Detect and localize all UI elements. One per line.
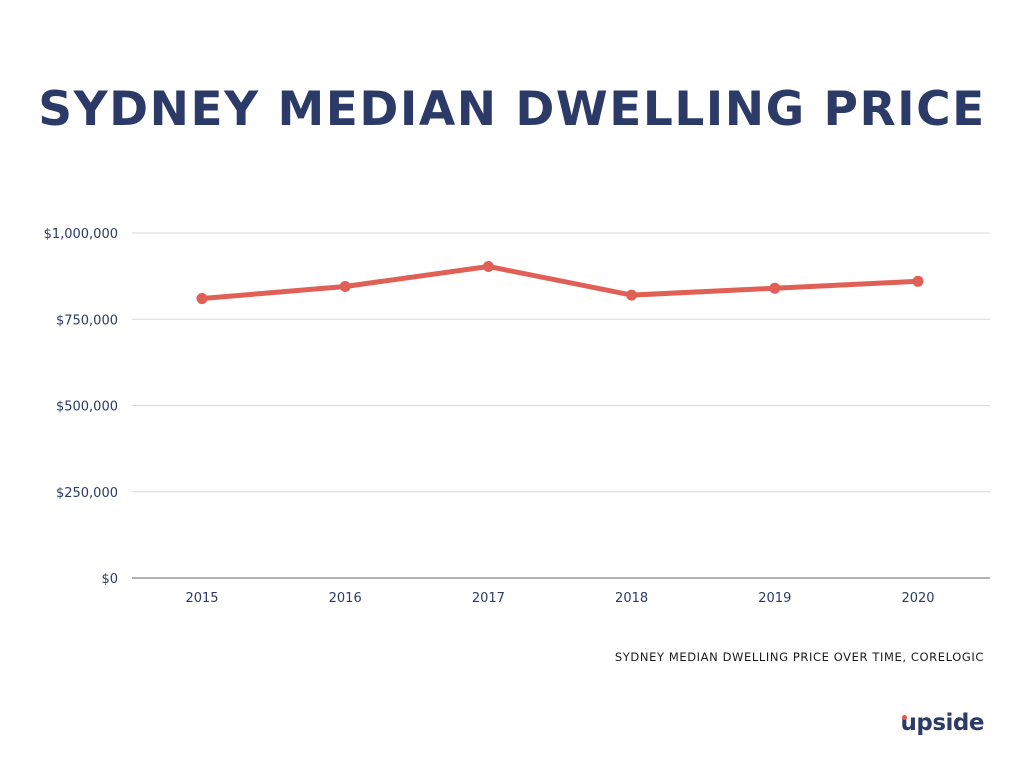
y-tick-label: $1,000,000 <box>44 227 118 242</box>
y-tick-label: $500,000 <box>56 400 118 415</box>
data-point <box>769 282 781 294</box>
x-tick-label: 2020 <box>901 591 934 606</box>
upside-logo: upside <box>900 710 985 736</box>
chart-source-caption: SYDNEY MEDIAN DWELLING PRICE OVER TIME, … <box>614 650 984 664</box>
logo-text: upside <box>900 710 985 736</box>
series-line <box>199 263 921 302</box>
data-point <box>626 289 638 301</box>
data-point <box>482 260 494 272</box>
x-tick-label: 2016 <box>329 591 362 606</box>
data-point <box>339 280 351 292</box>
x-tick-label: 2017 <box>472 591 505 606</box>
x-tick-label: 2019 <box>758 591 791 606</box>
data-point <box>196 293 208 305</box>
data-point <box>912 275 924 287</box>
y-tick-label: $750,000 <box>56 313 118 328</box>
x-tick-label: 2018 <box>615 591 648 606</box>
y-tick-label: $0 <box>101 572 118 587</box>
x-tick-label: 2015 <box>185 591 218 606</box>
chart-title: SYDNEY MEDIAN DWELLING PRICE <box>38 82 986 137</box>
logo-accent-dot <box>901 715 907 720</box>
y-tick-label: $250,000 <box>56 486 118 501</box>
